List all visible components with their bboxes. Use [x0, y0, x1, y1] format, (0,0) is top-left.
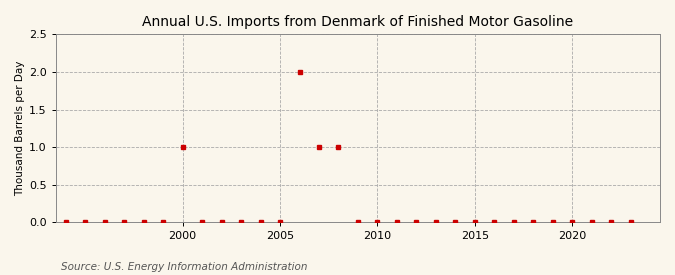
Y-axis label: Thousand Barrels per Day: Thousand Barrels per Day: [15, 61, 25, 196]
Title: Annual U.S. Imports from Denmark of Finished Motor Gasoline: Annual U.S. Imports from Denmark of Fini…: [142, 15, 574, 29]
Text: Source: U.S. Energy Information Administration: Source: U.S. Energy Information Administ…: [61, 262, 307, 272]
